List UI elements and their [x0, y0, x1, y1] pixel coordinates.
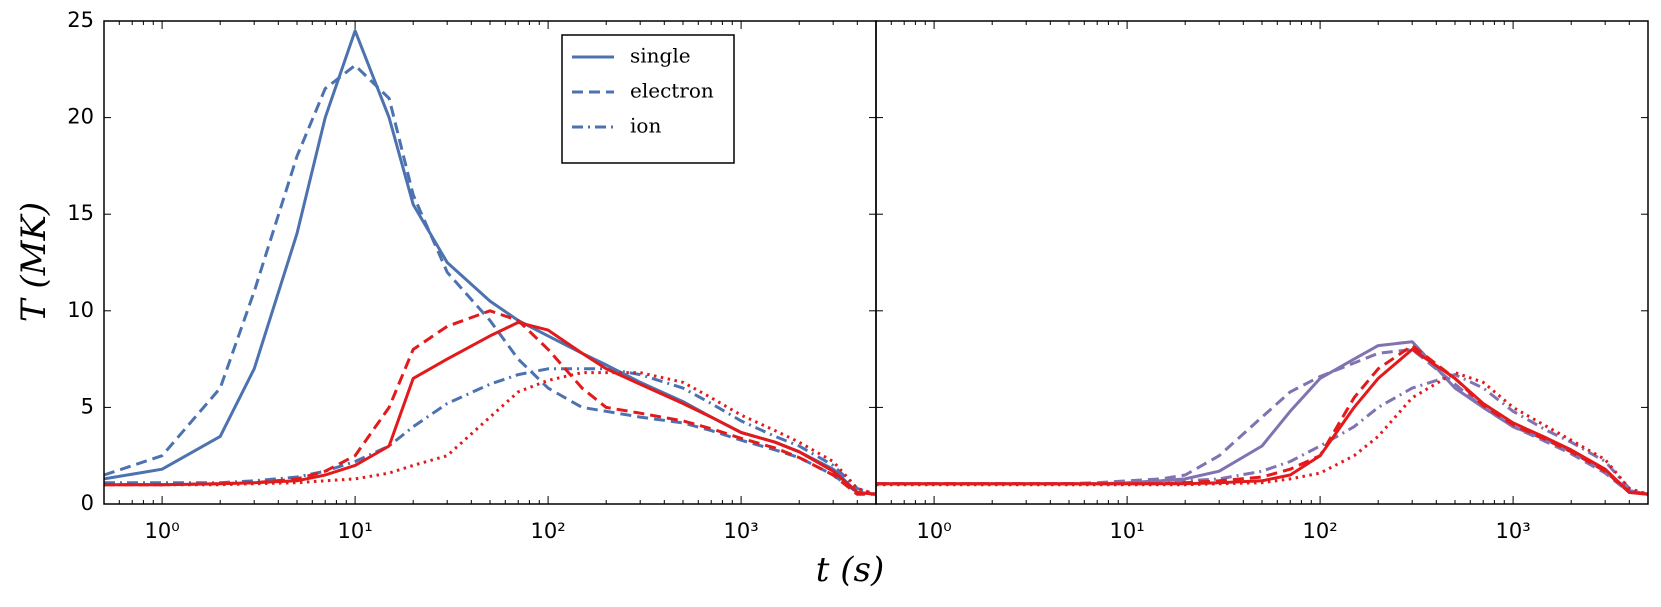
x-axis-label: t (s) [816, 550, 884, 590]
series-line [104, 320, 877, 496]
plot-frame [103, 20, 877, 505]
series-line [103, 63, 877, 496]
series-line [104, 309, 876, 496]
series-line [104, 371, 877, 496]
x-tick-label: 10³ [724, 519, 759, 543]
y-axis-label: T (MK) [14, 202, 54, 322]
x-tick-label: 10⁰ [145, 519, 180, 543]
legend-label: single [630, 44, 691, 68]
series-line [876, 347, 1649, 496]
x-tick-label: 10⁰ [917, 519, 952, 543]
x-tick-label: 10¹ [1110, 519, 1145, 543]
legend-label: electron [630, 79, 714, 103]
x-tick-label: 10² [531, 519, 566, 543]
x-tick-label: 10¹ [338, 519, 373, 543]
series-line [103, 29, 877, 496]
x-tick-label: 10³ [1496, 519, 1531, 543]
x-tick-label: 10² [1303, 519, 1338, 543]
series-line [876, 344, 1649, 496]
plot-frame [875, 20, 1649, 505]
series-line [104, 367, 877, 496]
y-tick-label: 15 [67, 201, 94, 225]
y-tick-label: 0 [81, 491, 94, 515]
series-line [876, 340, 1649, 496]
series-line [876, 347, 1649, 496]
y-tick-label: 5 [81, 394, 94, 418]
y-tick-label: 20 [67, 105, 94, 129]
legend-label: ion [630, 114, 661, 138]
y-tick-label: 25 [67, 8, 94, 32]
y-tick-label: 10 [67, 298, 94, 322]
